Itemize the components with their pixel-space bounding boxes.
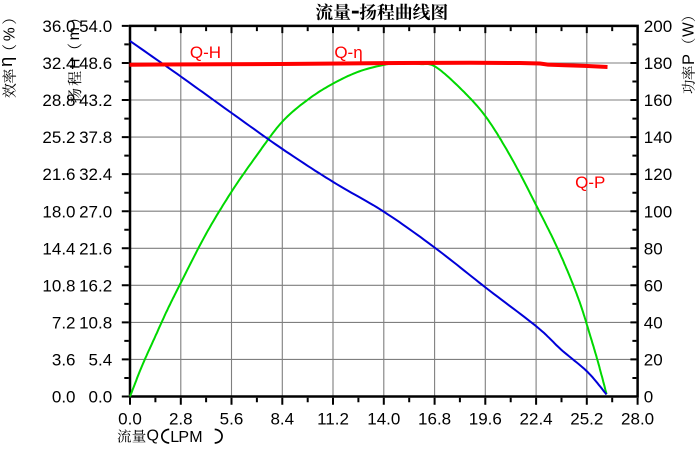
svg-text:25.2: 25.2 [570, 410, 603, 429]
svg-text:21.6: 21.6 [79, 239, 112, 258]
svg-text:H: H [66, 59, 82, 69]
svg-text:120: 120 [644, 165, 672, 184]
svg-text:180: 180 [644, 54, 672, 73]
svg-text:Q-H: Q-H [190, 43, 221, 62]
svg-text:Q-η: Q-η [334, 43, 362, 62]
svg-text:21.6: 21.6 [42, 165, 75, 184]
svg-text:5.6: 5.6 [220, 410, 244, 429]
svg-text:m: m [66, 27, 83, 40]
svg-text:0.0: 0.0 [52, 388, 76, 407]
svg-text:54.0: 54.0 [79, 17, 112, 36]
svg-text:16.2: 16.2 [79, 276, 112, 295]
svg-text:11.2: 11.2 [317, 410, 349, 429]
svg-text:160: 160 [644, 91, 672, 110]
svg-text:19.6: 19.6 [469, 410, 502, 429]
svg-text:28.8: 28.8 [42, 91, 75, 110]
svg-text:36.0: 36.0 [42, 17, 75, 36]
svg-text:27.0: 27.0 [79, 202, 112, 221]
svg-text:3.6: 3.6 [52, 351, 76, 370]
svg-text:100: 100 [644, 202, 672, 221]
svg-text:8.4: 8.4 [270, 410, 294, 429]
svg-text:10.8: 10.8 [42, 276, 75, 295]
svg-text:14.4: 14.4 [42, 239, 75, 258]
svg-text:14.0: 14.0 [367, 410, 400, 429]
svg-text:0: 0 [644, 388, 653, 407]
svg-text:Q-P: Q-P [575, 173, 605, 192]
svg-text:80: 80 [644, 239, 663, 258]
svg-text:32.4: 32.4 [42, 54, 75, 73]
svg-text:5.4: 5.4 [89, 351, 113, 370]
svg-text:η: η [0, 57, 16, 67]
svg-text:L: L [170, 429, 179, 446]
svg-text:0.0: 0.0 [89, 388, 113, 407]
svg-text:%: % [2, 27, 19, 41]
svg-text:48.6: 48.6 [79, 54, 112, 73]
svg-text:W: W [681, 22, 698, 37]
svg-text:43.2: 43.2 [79, 91, 112, 110]
svg-text:0.0: 0.0 [118, 410, 142, 429]
svg-text:7.2: 7.2 [52, 314, 76, 333]
svg-text:2.8: 2.8 [169, 410, 193, 429]
svg-text:20: 20 [644, 351, 663, 370]
svg-text:60: 60 [644, 276, 663, 295]
svg-text:Q: Q [147, 428, 159, 445]
svg-text:32.4: 32.4 [79, 165, 112, 184]
svg-text:200: 200 [644, 17, 672, 36]
svg-text:10.8: 10.8 [79, 314, 112, 333]
svg-text:P: P [178, 429, 189, 446]
svg-text:M: M [189, 429, 202, 446]
svg-text:140: 140 [644, 128, 672, 147]
svg-text:18.0: 18.0 [42, 202, 75, 221]
svg-text:37.8: 37.8 [79, 128, 112, 147]
svg-text:28.0: 28.0 [621, 410, 654, 429]
svg-text:22.4: 22.4 [520, 410, 553, 429]
svg-text:P: P [680, 54, 698, 65]
svg-text:40: 40 [644, 314, 663, 333]
svg-text:25.2: 25.2 [42, 128, 75, 147]
svg-text:16.8: 16.8 [418, 410, 451, 429]
